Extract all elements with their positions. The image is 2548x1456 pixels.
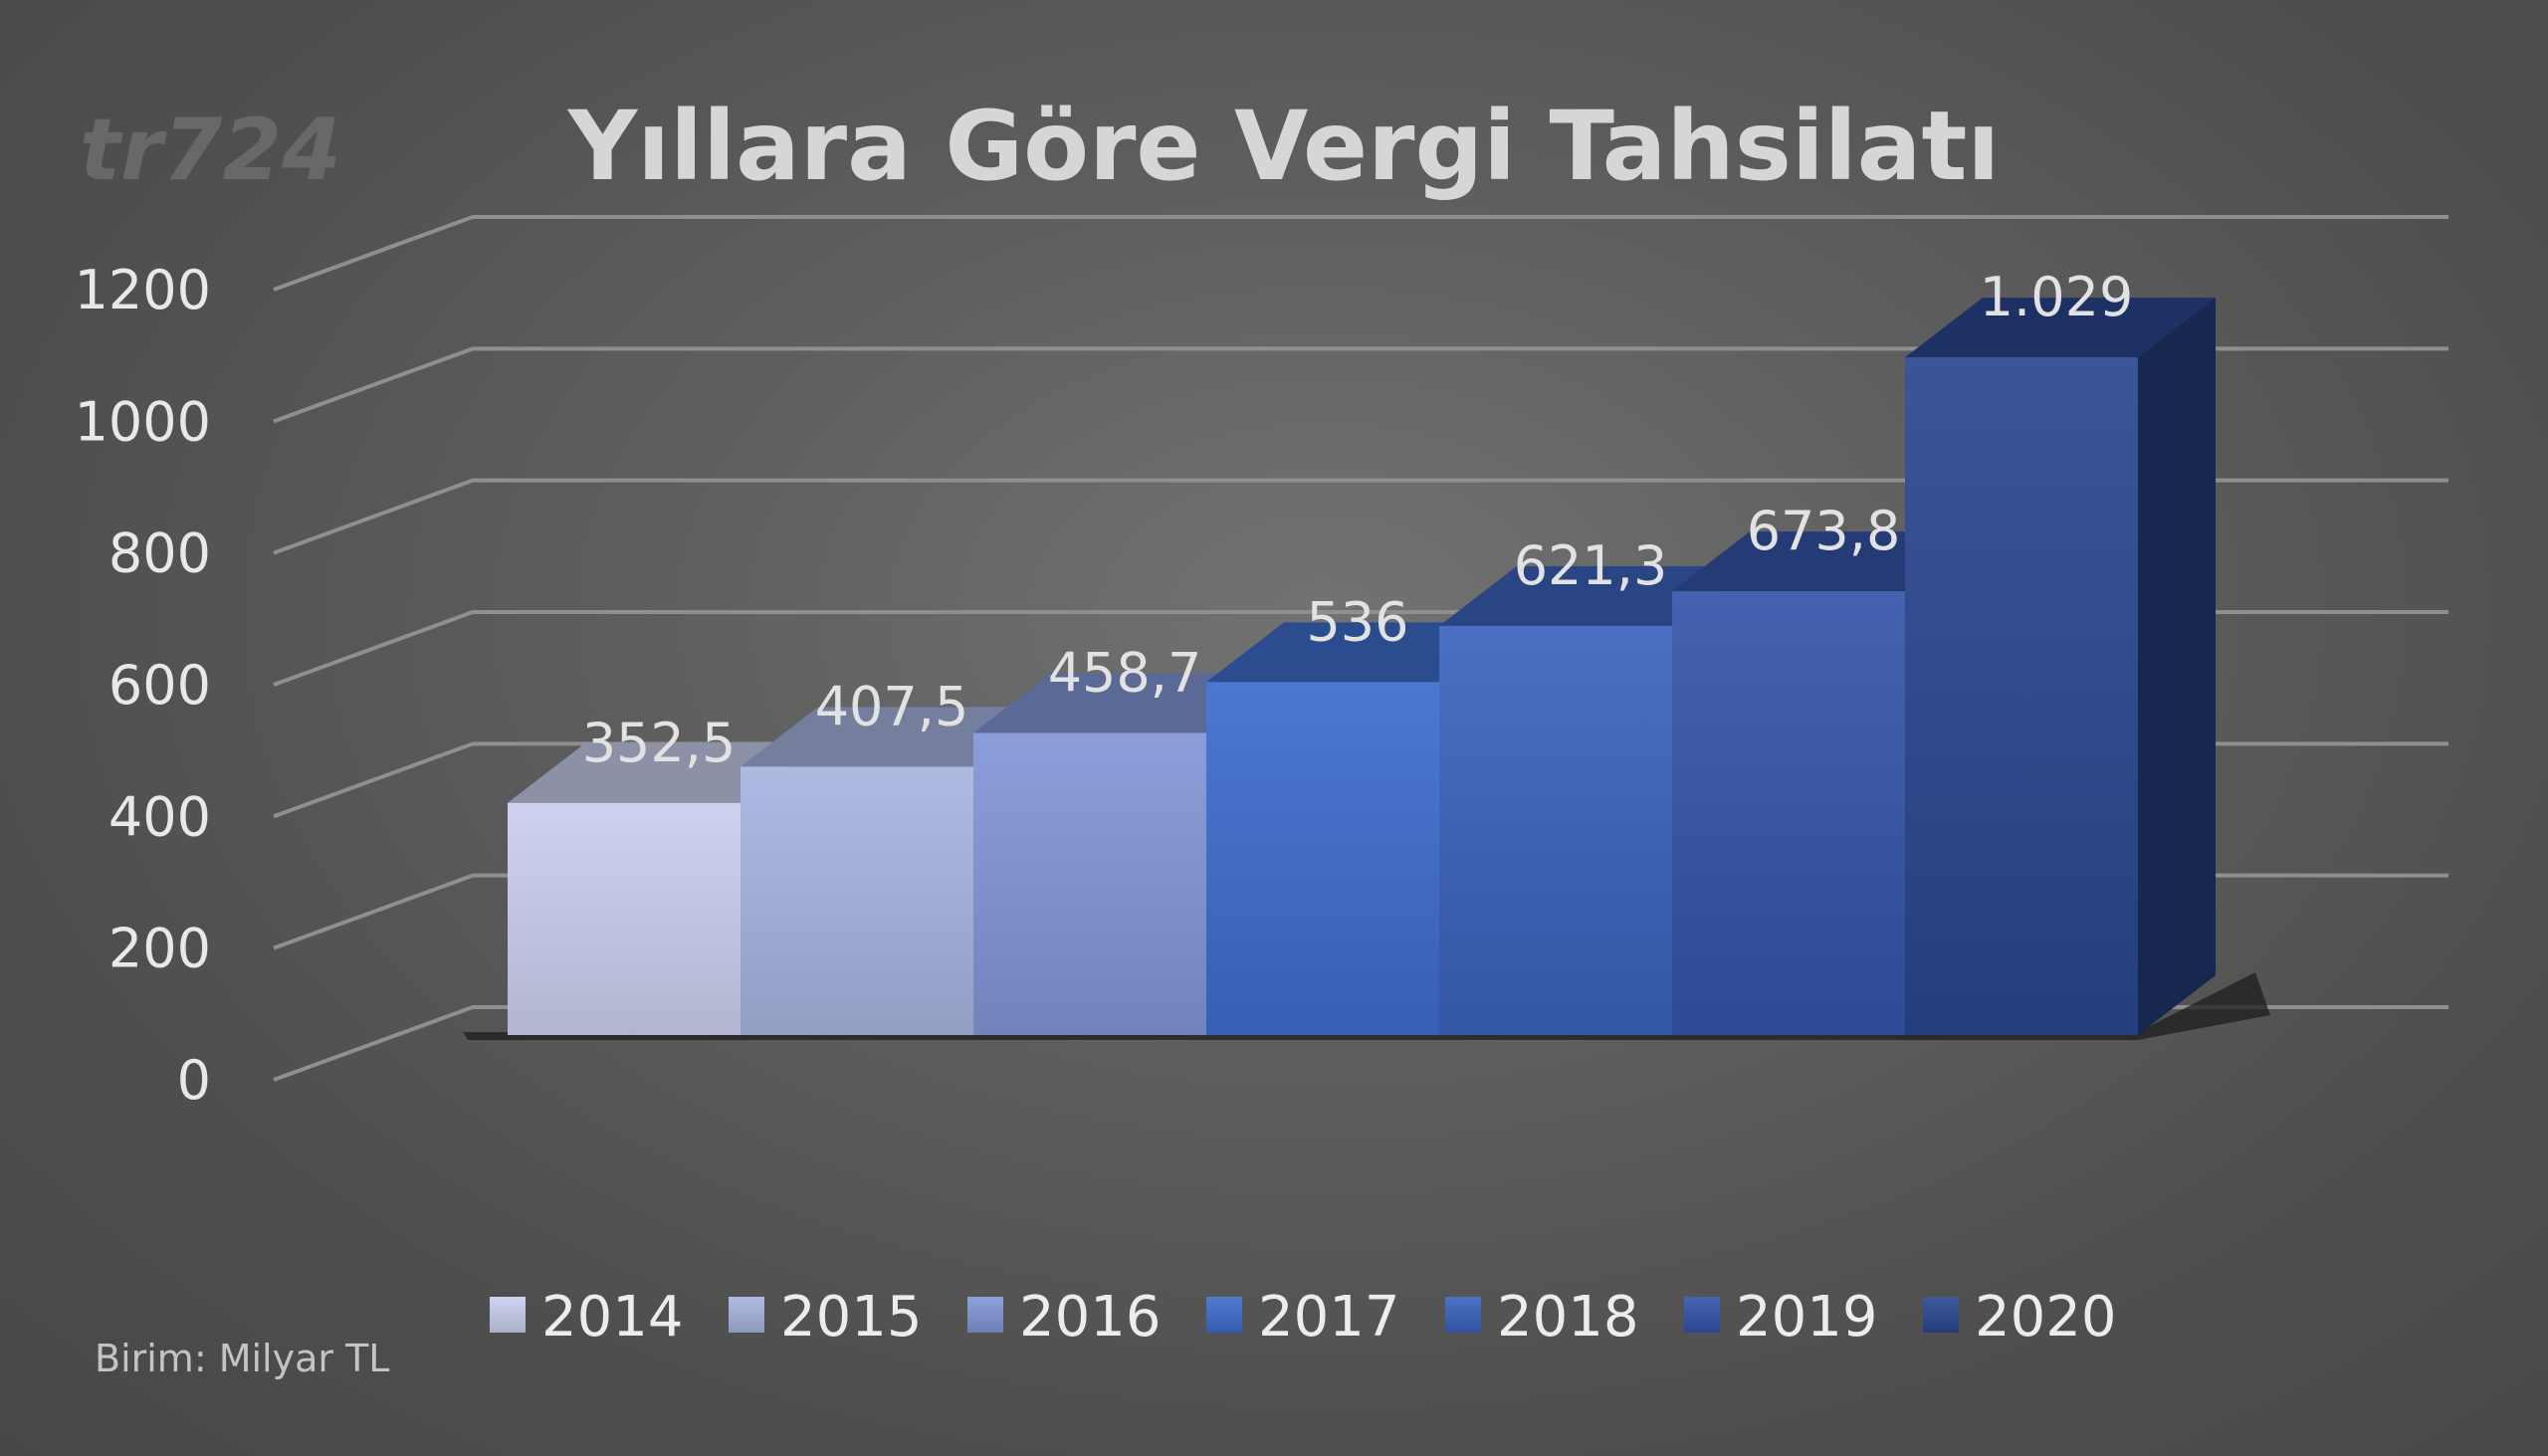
data-label-2019: 673,8 [1747,500,1901,562]
y-tick-label: 200 [108,918,211,980]
bar-2018 [1439,625,1672,1035]
legend: 2014 2015 2016 2017 2018 2019 2020 [490,1285,2117,1350]
y-tick-label: 400 [108,785,211,848]
y-tick-label: 600 [108,654,211,717]
legend-swatch-2016 [967,1297,1003,1333]
data-label-2018: 621,3 [1514,534,1668,597]
legend-label-2019: 2019 [1736,1285,1878,1350]
y-tick-label: 1000 [75,390,211,453]
data-labels: 352,5 407,5 458,7 536 621,3 673,8 1.029 [582,266,2134,774]
bar-top-2020 [1905,298,2216,358]
data-label-2017: 536 [1306,590,1408,653]
legend-swatch-2015 [729,1297,764,1333]
bar-2017 [1206,682,1439,1035]
legend-swatch-2018 [1445,1297,1481,1333]
legend-swatch-2017 [1206,1297,1242,1333]
legend-label-2018: 2018 [1497,1285,1639,1350]
unit-note: Birim: Milyar TL [95,1337,389,1380]
legend-swatch-2019 [1684,1297,1720,1333]
y-tick-label: 0 [177,1049,211,1112]
gridlines [273,215,2448,1082]
chart-title: Yıllara Göre Vergi Tahsilatı [567,91,2001,202]
legend-label-2016: 2016 [1019,1285,1162,1350]
data-label-2014: 352,5 [582,712,737,774]
bar-2020 [1905,357,2138,1035]
bar-2015 [741,766,973,1035]
legend-label-2020: 2020 [1975,1285,2117,1350]
legend-label-2017: 2017 [1258,1285,1400,1350]
bar-2019 [1672,591,1905,1035]
bar-2016 [973,732,1206,1035]
legend-label-2014: 2014 [541,1285,684,1350]
gridline [273,215,2448,292]
bars [463,298,2270,1040]
y-tick-label: 1200 [75,259,211,321]
y-axis-ticks: 0 200 400 600 800 1000 1200 [75,259,211,1112]
legend-swatch-2020 [1923,1297,1959,1333]
bar-2014 [508,802,741,1035]
y-tick-label: 800 [108,522,211,585]
data-label-2020: 1.029 [1980,266,2134,328]
legend-label-2015: 2015 [780,1285,923,1350]
legend-swatch-2014 [490,1297,526,1333]
brand-logo: tr724 [80,101,341,200]
data-label-2015: 407,5 [815,675,969,737]
gridline [273,478,2448,555]
bar-side-2020 [2138,298,2216,1035]
gridline [273,346,2448,424]
data-label-2016: 458,7 [1048,641,1202,704]
